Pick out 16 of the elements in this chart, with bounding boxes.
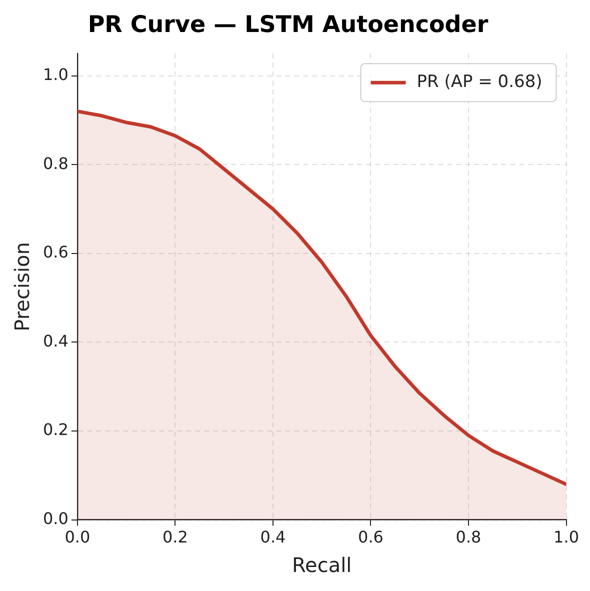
x-tick-label: 0.0 bbox=[64, 528, 90, 547]
y-tick-label: 0.4 bbox=[42, 331, 68, 350]
y-axis-title: Precision bbox=[10, 242, 34, 332]
y-tick-label: 0.2 bbox=[42, 420, 68, 440]
y-tick-label: 0.6 bbox=[42, 242, 68, 262]
legend-label: PR (AP = 0.68) bbox=[416, 72, 542, 92]
x-tick-label: 0.6 bbox=[358, 528, 384, 547]
y-tick-label: 0.0 bbox=[42, 508, 68, 528]
chart-title: PR Curve — LSTM Autoencoder bbox=[88, 12, 489, 38]
x-tick-label: 0.2 bbox=[162, 528, 188, 547]
y-tick-label: 1.0 bbox=[42, 64, 68, 84]
y-tick-label: 0.8 bbox=[42, 154, 68, 173]
x-tick-label: 0.4 bbox=[260, 528, 286, 547]
x-tick-label: 1.0 bbox=[554, 528, 580, 547]
x-tick-label: 0.8 bbox=[456, 528, 482, 547]
x-axis-title: Recall bbox=[292, 553, 352, 578]
